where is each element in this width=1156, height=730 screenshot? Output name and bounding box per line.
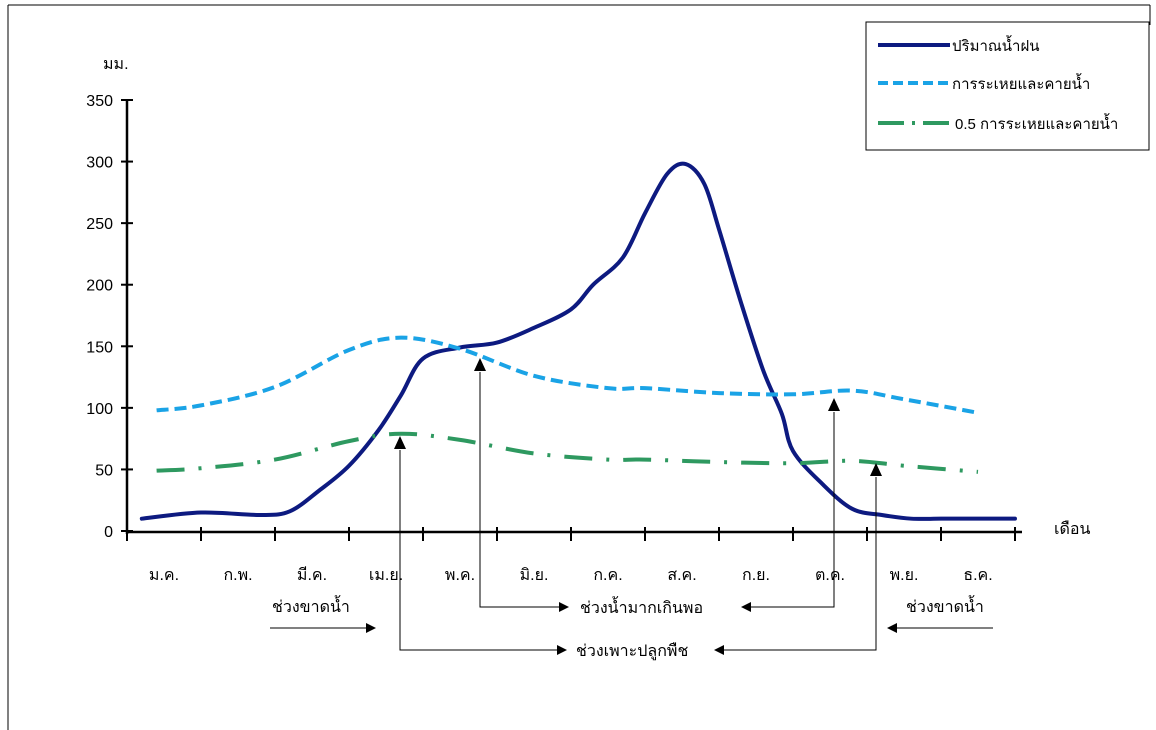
x-tick-label: ต.ค. (815, 567, 845, 584)
series-lines (139, 161, 1017, 521)
annotation-dry1: ช่วงขาดน้ำ (272, 595, 350, 616)
x-tick-label: มี.ค. (297, 566, 327, 584)
annotation-excess: ช่วงน้ำมากเกินพอ (580, 596, 703, 617)
arrow-head-may (474, 358, 486, 371)
x-tick-label: ก.ย. (742, 567, 770, 584)
series-line-2 (156, 431, 979, 474)
y-tick-label: 300 (86, 155, 113, 172)
y-tick-label: 150 (86, 339, 113, 356)
excess-arrow-right (741, 412, 835, 612)
legend-label-half-et: 0.5 การระเหยและคายน้ำ (955, 113, 1118, 133)
growing-arrow-left (399, 450, 567, 655)
y-axis-label: มม. (103, 56, 129, 73)
legend: ปริมาณน้ำฝน การระเหยและคายน้ำ 0.5 การระเ… (865, 21, 1150, 151)
y-tick-label: 250 (86, 216, 113, 233)
x-tick-label: พ.ย. (890, 567, 919, 584)
annotation-arrows (270, 358, 993, 655)
annotation-dry2: ช่วงขาดน้ำ (906, 595, 984, 616)
arrow-head-apr (394, 436, 406, 449)
arrow-head-nov (870, 463, 882, 476)
legend-label-et: การระเหยและคายน้ำ (952, 73, 1090, 93)
x-tick-label: ส.ค. (667, 567, 696, 584)
x-tick-label: ก.พ. (223, 567, 252, 584)
excess-arrow-left (479, 372, 569, 612)
series-line-0 (139, 161, 1017, 521)
series-line-1 (156, 335, 979, 415)
x-axis-label: เดือน (1054, 520, 1090, 538)
x-tick-label: พ.ค. (445, 567, 475, 584)
y-tick-label: 0 (104, 524, 113, 541)
y-tick-label: 100 (86, 401, 113, 418)
arrow-head-oct (828, 398, 840, 411)
y-tick-label: 200 (86, 278, 113, 295)
y-tick-label: 50 (95, 462, 113, 479)
x-tick-label: เม.ย. (369, 567, 403, 584)
x-tick-label: มิ.ย. (520, 567, 549, 584)
x-tick-label: ม.ค. (149, 567, 179, 584)
x-tick-label: ธ.ค. (963, 567, 992, 584)
y-ticks: 0 50 100 150 200 250 300 350 (86, 93, 133, 541)
annotation-growing: ช่วงเพาะปลูกพืช (576, 642, 688, 661)
x-tick-label: ก.ค. (593, 567, 622, 584)
legend-label-rainfall: ปริมาณน้ำฝน (952, 35, 1040, 55)
x-ticks: ม.ค. ก.พ. มี.ค. เม.ย. พ.ค. มิ.ย. ก.ค. ส.ค. ก.ย. ต… (126, 527, 1016, 584)
growing-arrow-right (714, 477, 877, 655)
y-tick-label: 350 (86, 93, 113, 110)
